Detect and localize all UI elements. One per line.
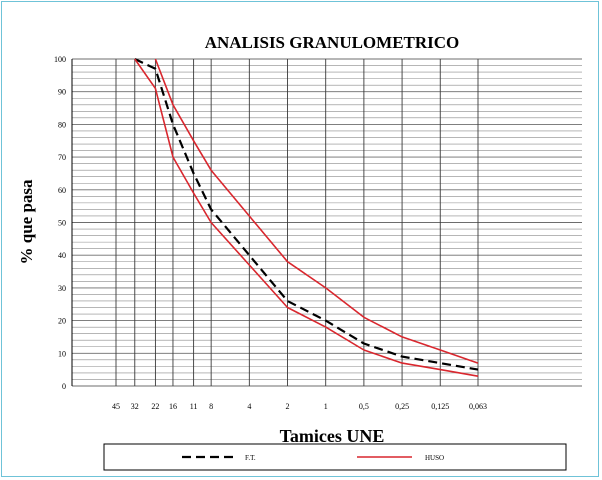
- series-line-f-t: [134, 58, 479, 371]
- x-tick-label: 8: [209, 402, 213, 411]
- x-tick-label: 0,5: [359, 402, 369, 411]
- x-tick-label: 11: [190, 402, 198, 411]
- y-tick-label: 10: [58, 349, 66, 358]
- x-tick-label: 1: [324, 402, 328, 411]
- legend-label-huso: HUSO: [425, 454, 444, 462]
- x-tick-label: 16: [169, 402, 177, 411]
- y-tick-label: 30: [58, 284, 66, 293]
- y-axis-label: % que pasa: [17, 179, 36, 265]
- x-tick-label: 0,063: [469, 402, 487, 411]
- x-tick-label: 0,125: [431, 402, 449, 411]
- x-tick-label: 2: [286, 402, 290, 411]
- legend-label-ft: F.T.: [245, 454, 256, 462]
- x-axis-label: Tamices UNE: [280, 426, 385, 446]
- chart-title: ANALISIS GRANULOMETRICO: [205, 33, 460, 52]
- y-tick-label: 0: [62, 382, 66, 391]
- legend: F.T. HUSO: [103, 443, 567, 471]
- plot-area: 0 10 20 30 40 50 60 70 80 90 100 45 32 22 16 11 8 4 2 1 0,5 0…: [54, 55, 582, 411]
- x-tick-label: 32: [131, 402, 139, 411]
- y-tick-label: 40: [58, 251, 66, 260]
- y-tick-label: 20: [58, 317, 66, 326]
- x-tick-label: 4: [247, 402, 251, 411]
- y-tick-label: 90: [58, 88, 66, 97]
- y-tick-label: 70: [58, 153, 66, 162]
- x-tick-label: 0,25: [395, 402, 409, 411]
- x-tick-label: 45: [112, 402, 120, 411]
- y-tick-label: 60: [58, 186, 66, 195]
- series-line-huso: [154, 58, 479, 364]
- series-line-huso-lower: [134, 58, 479, 377]
- y-tick-label: 50: [58, 219, 66, 228]
- x-tick-label: 22: [151, 402, 159, 411]
- y-tick-label: 80: [58, 120, 66, 129]
- legend-box: [103, 443, 567, 471]
- y-tick-label: 100: [54, 55, 66, 64]
